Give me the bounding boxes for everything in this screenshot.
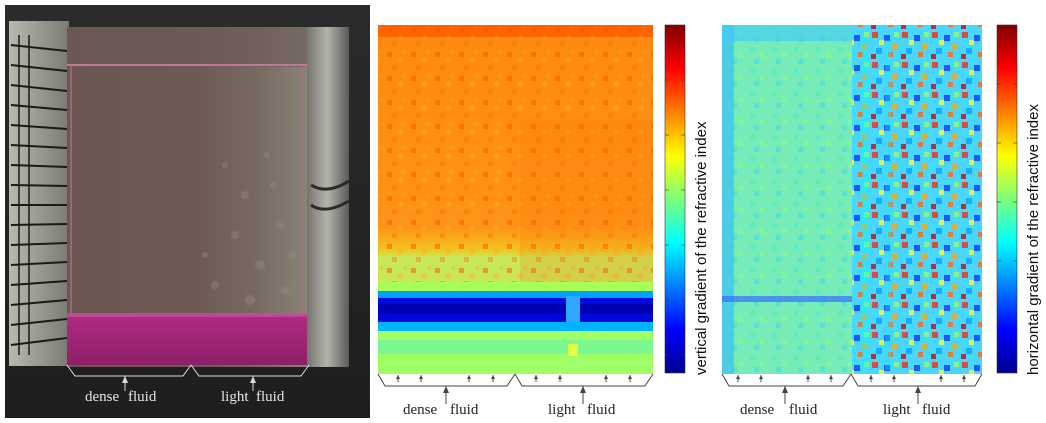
tank-photograph — [5, 5, 370, 418]
hmap-label-light-fluid: fluid — [922, 402, 951, 418]
photo-label-dense: dense — [85, 389, 120, 405]
hmap-label-light: light — [883, 402, 911, 418]
vertical-colorbar — [664, 24, 686, 374]
vmap-label-dense-fluid: fluid — [450, 402, 479, 418]
vertical-gradient-panel: vertical gradient of the refractive inde… — [377, 24, 710, 418]
tank-interior — [67, 27, 307, 367]
vmap-label-light: light — [548, 402, 576, 418]
photo-panel: dense fluid light fluid — [5, 5, 370, 418]
right-tank-wall — [305, 27, 349, 367]
vmap-label-dense: dense — [403, 402, 438, 418]
vertical-gradient-map — [377, 24, 686, 404]
vmap-label-light-fluid: fluid — [587, 402, 616, 418]
hmap-label-dense-fluid: fluid — [789, 402, 818, 418]
hmap-label-dense: dense — [740, 402, 775, 418]
horizontal-colorbar-label: horizontal gradient of the refractive in… — [1025, 104, 1042, 375]
photo-label-light: light — [221, 389, 249, 405]
dyed-fluid-band — [67, 315, 307, 365]
photo-label-dense-fluid: fluid — [128, 389, 157, 405]
horizontal-colorbar — [996, 24, 1018, 374]
photo-label-light-fluid: fluid — [256, 389, 285, 405]
